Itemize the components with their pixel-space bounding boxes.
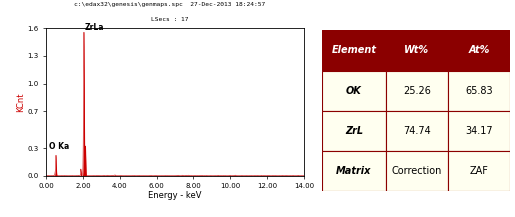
- Bar: [322, 30, 386, 71]
- Bar: [322, 71, 386, 111]
- Text: Wt%: Wt%: [404, 45, 430, 56]
- Text: ZrL: ZrL: [345, 126, 363, 136]
- Bar: [448, 111, 510, 151]
- Text: Correction: Correction: [391, 166, 442, 176]
- Text: 74.74: 74.74: [403, 126, 431, 136]
- Text: OK: OK: [346, 85, 362, 96]
- Text: At%: At%: [468, 45, 490, 56]
- Bar: [386, 151, 448, 191]
- Bar: [386, 30, 448, 71]
- Text: 34.17: 34.17: [465, 126, 493, 136]
- Bar: [386, 71, 448, 111]
- Text: Element: Element: [331, 45, 376, 56]
- Bar: [448, 30, 510, 71]
- Text: 65.83: 65.83: [465, 85, 493, 96]
- Text: LSecs : 17: LSecs : 17: [151, 17, 188, 22]
- Text: c:\edax32\genesis\genmaps.spc  27-Dec-2013 18:24:57: c:\edax32\genesis\genmaps.spc 27-Dec-201…: [74, 2, 266, 7]
- Bar: [322, 151, 386, 191]
- Text: 25.26: 25.26: [403, 85, 431, 96]
- Text: ZrLa: ZrLa: [84, 23, 104, 32]
- X-axis label: Energy - keV: Energy - keV: [148, 191, 202, 200]
- Y-axis label: KCnt: KCnt: [15, 92, 25, 112]
- Text: Matrix: Matrix: [336, 166, 371, 176]
- Text: O Ka: O Ka: [49, 142, 69, 151]
- Bar: [322, 111, 386, 151]
- Text: ZAF: ZAF: [469, 166, 488, 176]
- Bar: [386, 111, 448, 151]
- Bar: [448, 71, 510, 111]
- Bar: [448, 151, 510, 191]
